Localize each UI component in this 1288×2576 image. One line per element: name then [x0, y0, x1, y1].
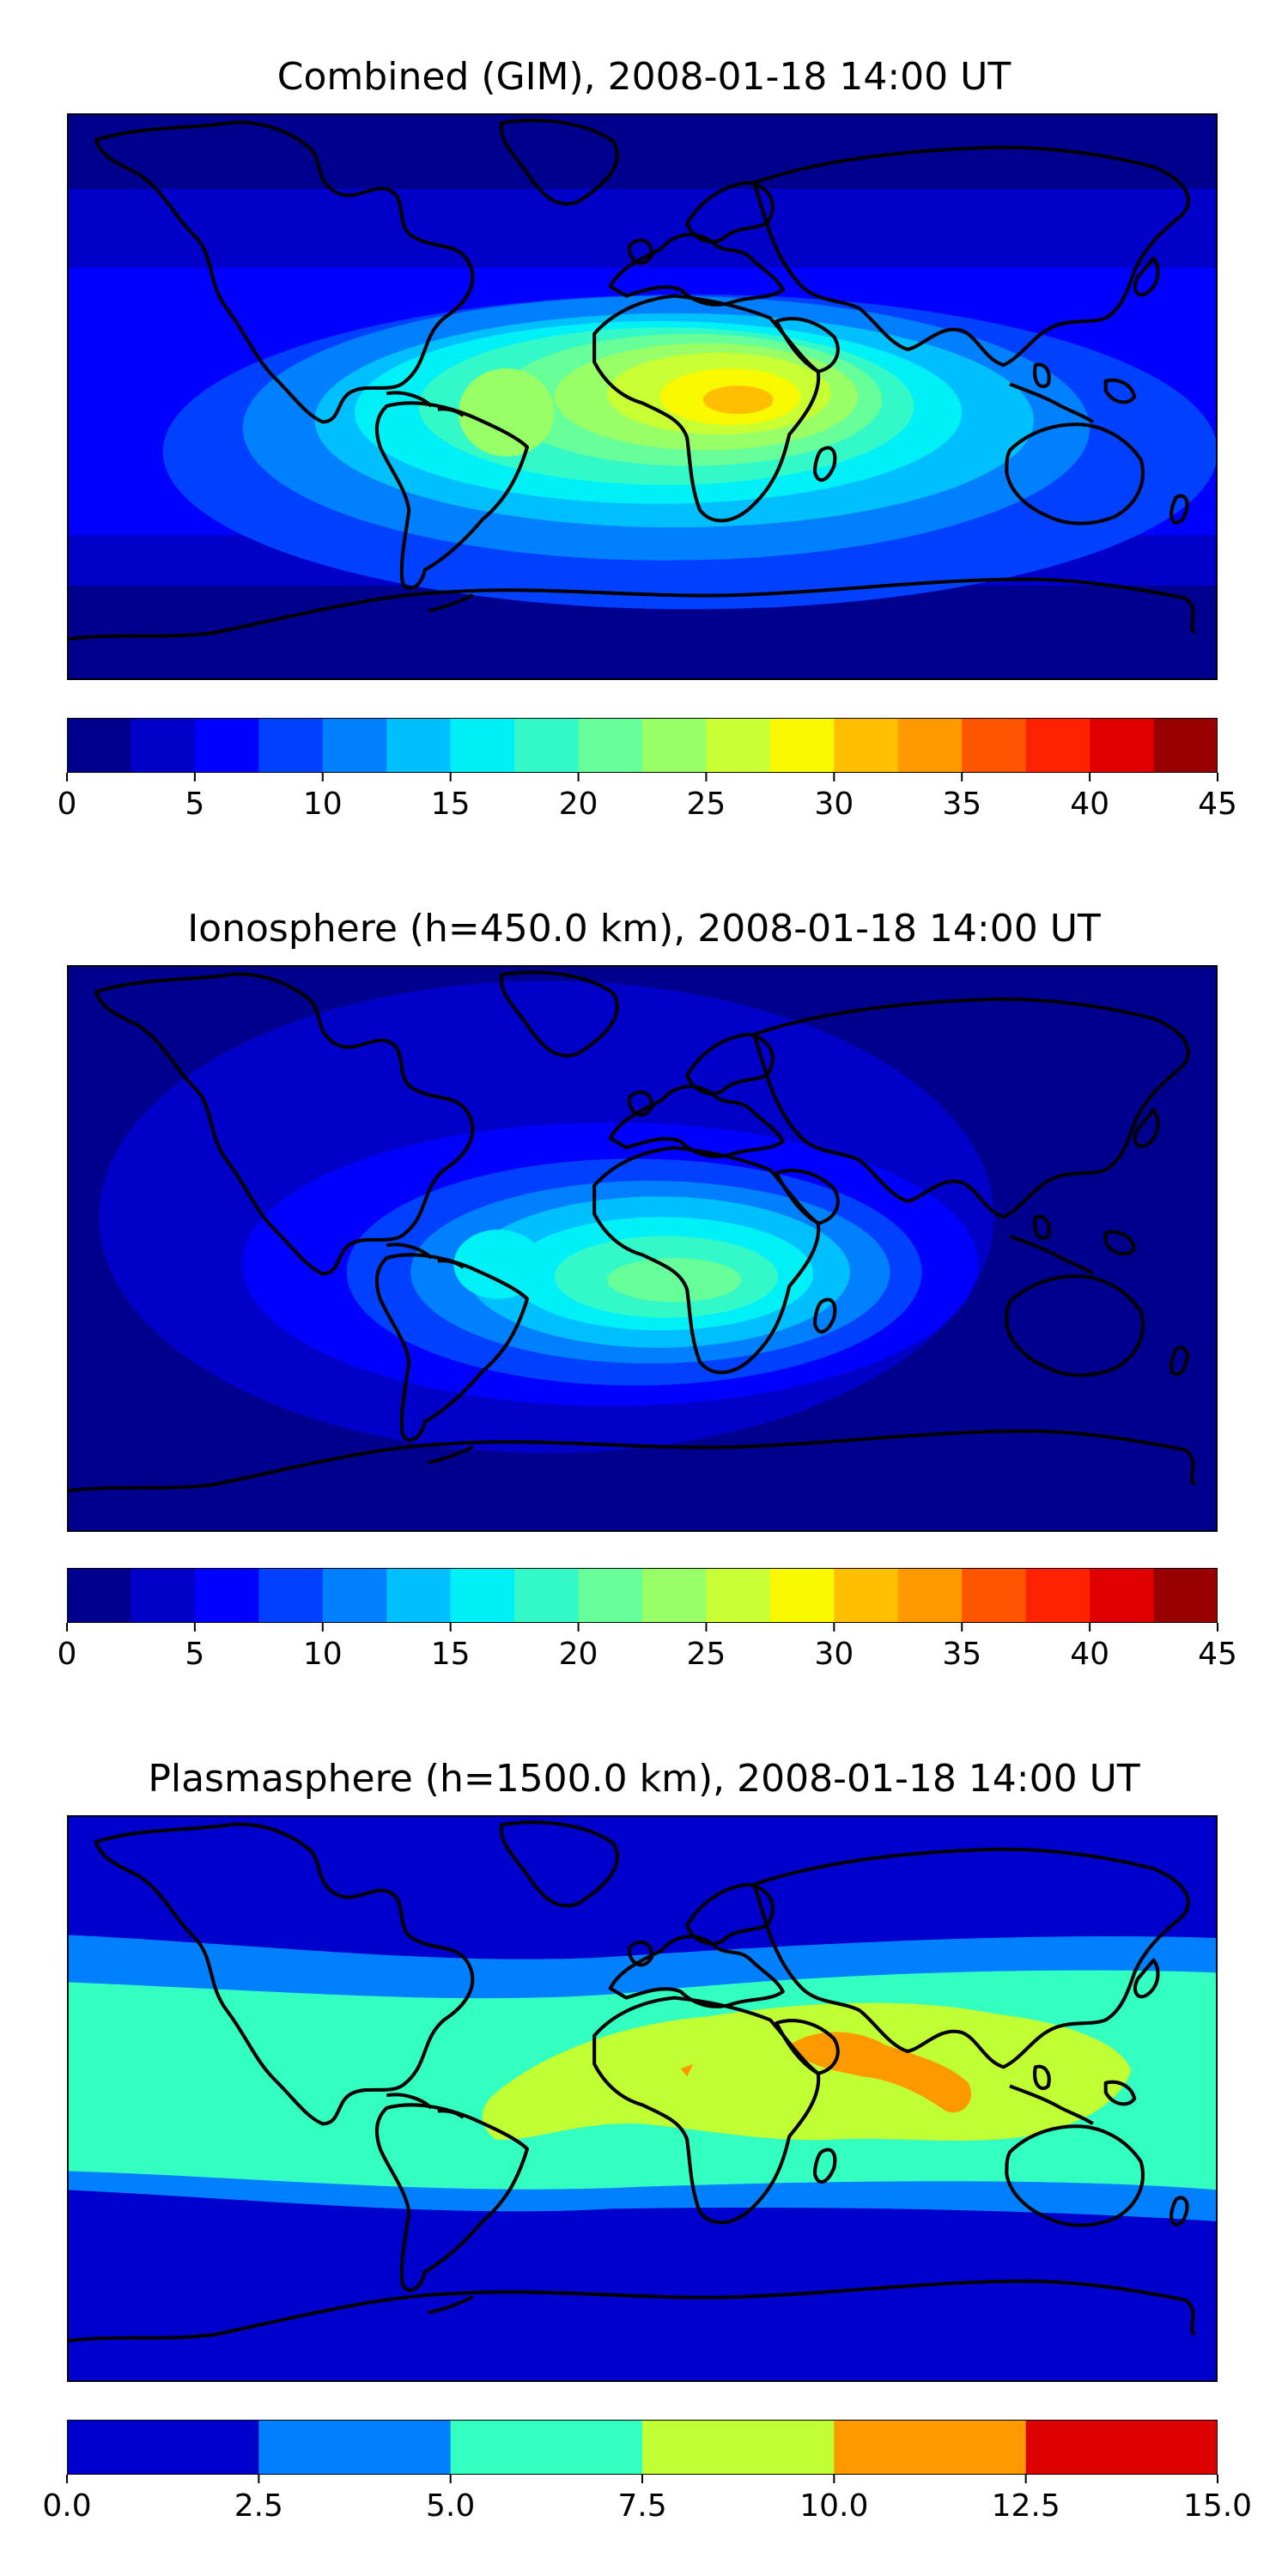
colorbar-segment — [834, 2420, 1027, 2475]
colorbar-segment — [769, 718, 835, 773]
colorbar — [67, 2420, 1218, 2475]
colorbar-segment — [642, 1568, 707, 1623]
colorbar-segment — [706, 718, 771, 773]
colorbar-tick-label: 10 — [303, 787, 343, 822]
colorbar-segment — [450, 2420, 643, 2475]
combined-gim-panel: Combined (GIM), 2008-01-18 14:00 UT 0 5 10… — [58, 55, 1237, 822]
colorbar-segment — [642, 2420, 835, 2475]
colorbar-tick-label: 30 — [814, 787, 854, 822]
map-plot — [67, 965, 1218, 1532]
colorbar-segment — [962, 718, 1027, 773]
colorbar-tick-label: 45 — [1198, 1637, 1237, 1672]
colorbar-segment — [194, 1568, 259, 1623]
colorbar-tick-label: 10 — [303, 1637, 343, 1672]
colorbar-tick-label: 0 — [58, 787, 77, 822]
colorbar-tick-label: 35 — [942, 1637, 981, 1672]
colorbar-segment — [450, 1568, 515, 1623]
colorbar-tick-label: 20 — [559, 787, 598, 822]
colorbar-segment — [514, 1568, 580, 1623]
colorbar-tick-label: 0.0 — [42, 2488, 91, 2524]
colorbar-tick-label: 25 — [687, 787, 726, 822]
colorbar-tick-label: 25 — [687, 1637, 726, 1672]
colorbar-ticks: 0 5 10 15 20 25 30 35 40 45 — [58, 773, 1237, 822]
colorbar-segment — [578, 1568, 643, 1623]
colorbar-segment — [1025, 2420, 1218, 2475]
colorbar-segment — [131, 1568, 196, 1623]
colorbar-tick-label: 7.5 — [617, 2488, 666, 2524]
colorbar-segment — [450, 718, 515, 773]
colorbar-segment — [322, 1568, 387, 1623]
colorbar-segment — [897, 1568, 963, 1623]
colorbar — [67, 718, 1218, 773]
colorbar-tick-label: 35 — [942, 787, 981, 822]
colorbar-segment — [897, 718, 963, 773]
colorbar-segment — [834, 1568, 899, 1623]
colorbar-tick-label: 10.0 — [799, 2488, 868, 2524]
colorbar-segment — [706, 1568, 771, 1623]
colorbar-tick-label: 12.5 — [992, 2488, 1060, 2524]
colorbar-segment — [322, 718, 387, 773]
colorbar-tick-label: 40 — [1070, 787, 1109, 822]
colorbar-tick-label: 15 — [431, 1637, 471, 1672]
colorbar-segment — [1153, 718, 1218, 773]
colorbar-tick-label: 30 — [814, 1637, 854, 1672]
colorbar-segment — [962, 1568, 1027, 1623]
colorbar-segment — [194, 718, 259, 773]
colorbar-segment — [67, 1568, 131, 1623]
colorbar-tick-label: 15.0 — [1183, 2488, 1252, 2524]
map-plot — [67, 1815, 1218, 2382]
map-plot — [67, 113, 1218, 680]
panel-title: Combined (GIM), 2008-01-18 14:00 UT — [277, 55, 1012, 99]
colorbar-tick-label: 40 — [1070, 1637, 1109, 1672]
colorbar — [67, 1568, 1218, 1623]
colorbar-segment — [67, 718, 131, 773]
colorbar-segment — [769, 1568, 835, 1623]
plasmasphere-panel: Plasmasphere (h=1500.0 km), 2008-01-18 1… — [42, 1757, 1252, 2524]
colorbar-segment — [1025, 718, 1091, 773]
colorbar-segment — [386, 1568, 452, 1623]
colorbar-segment — [67, 2420, 259, 2475]
colorbar-segment — [1090, 1568, 1155, 1623]
panel-title: Ionosphere (h=450.0 km), 2008-01-18 14:0… — [187, 907, 1101, 951]
colorbar-ticks: 0.0 2.5 5.0 7.5 10.0 12.5 15.0 — [42, 2475, 1252, 2524]
colorbar-segment — [642, 718, 707, 773]
colorbar-segment — [131, 718, 196, 773]
colorbar-tick-label: 20 — [559, 1637, 598, 1672]
colorbar-tick-label: 5.0 — [426, 2488, 475, 2524]
colorbar-tick-label: 45 — [1198, 787, 1237, 822]
colorbar-segment — [386, 718, 452, 773]
panel-title: Plasmasphere (h=1500.0 km), 2008-01-18 1… — [148, 1757, 1139, 1801]
colorbar-segment — [258, 718, 324, 773]
colorbar-tick-label: 5 — [185, 787, 204, 822]
colorbar-tick-label: 0 — [58, 1637, 77, 1672]
colorbar-segment — [834, 718, 899, 773]
colorbar-segment — [514, 718, 580, 773]
ionosphere-panel: Ionosphere (h=450.0 km), 2008-01-18 14:0… — [58, 907, 1237, 1672]
colorbar-segment — [578, 718, 643, 773]
colorbar-segment — [1153, 1568, 1218, 1623]
colorbar-tick-label: 2.5 — [234, 2488, 283, 2524]
colorbar-segment — [1025, 1568, 1091, 1623]
colorbar-tick-label: 5 — [185, 1637, 204, 1672]
colorbar-segment — [1090, 718, 1155, 773]
colorbar-tick-label: 15 — [431, 787, 471, 822]
colorbar-ticks: 0 5 10 15 20 25 30 35 40 45 — [58, 1623, 1237, 1672]
colorbar-segment — [258, 1568, 324, 1623]
colorbar-segment — [258, 2420, 452, 2475]
